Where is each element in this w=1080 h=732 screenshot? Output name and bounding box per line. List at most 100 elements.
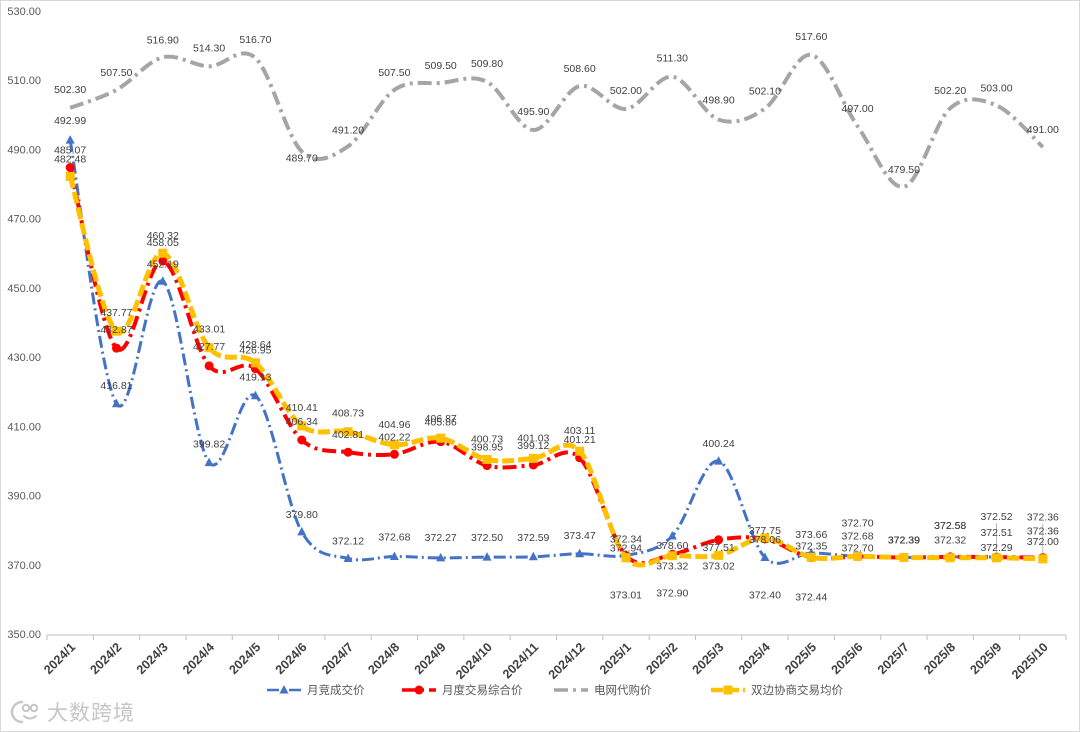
- x-tick-label: 2025/3: [690, 640, 727, 677]
- monthly-auction-data-label: 419.13: [239, 372, 271, 384]
- monthly-auction-data-label: 372.12: [332, 535, 364, 547]
- monthly-auction-data-label: 399.82: [193, 439, 225, 451]
- grid-purchase-data-label: 516.90: [147, 34, 179, 46]
- x-tick-label: 2025/10: [1009, 640, 1051, 682]
- bilateral-average-data-label: 372.39: [888, 535, 920, 547]
- monthly-composite-data-label: 372.35: [795, 541, 827, 553]
- bilateral-average-point: [806, 552, 816, 562]
- monthly-composite-point: [204, 361, 214, 371]
- monthly-auction-point: [389, 551, 399, 560]
- x-tick-label: 2024/7: [319, 640, 356, 677]
- legend-item-bilateral-average: 双边协商交易均价: [711, 683, 843, 697]
- monthly-composite-point: [297, 435, 307, 445]
- x-tick-label: 2025/1: [597, 640, 634, 677]
- monthly-auction-data-label: 372.52: [980, 511, 1012, 523]
- bilateral-average-data-label: 460.32: [147, 230, 179, 242]
- data-labels-layer: 492.99 416.81 452.19 399.82 419.13 379.80 372.…: [54, 31, 1059, 603]
- monthly-composite-data-label: 373.32: [656, 560, 688, 572]
- legend-swatch-marker: [723, 685, 733, 695]
- y-tick-label: 350.00: [7, 629, 41, 641]
- y-tick-label: 390.00: [7, 491, 41, 503]
- bilateral-average-data-label: 437.77: [100, 307, 132, 319]
- monthly-auction-data-label: 416.81: [100, 380, 132, 392]
- grid-purchase-data-label: 498.90: [703, 95, 735, 107]
- monthly-auction-data-label: 372.40: [749, 589, 781, 601]
- bilateral-average-point: [297, 421, 307, 431]
- grid-purchase-data-label: 491.00: [1027, 124, 1059, 136]
- bilateral-average-point: [250, 358, 260, 368]
- bilateral-average-data-label: 400.73: [471, 433, 503, 445]
- monthly-composite-data-label: 401.21: [564, 434, 596, 446]
- monthly-auction-line: [68, 139, 1043, 565]
- grid-purchase-data-label: 503.00: [980, 82, 1012, 94]
- grid-purchase-data-label: 511.30: [657, 53, 688, 65]
- x-tick-label: 2025/2: [643, 640, 680, 677]
- grid-purchase-data-label: 517.60: [795, 31, 827, 43]
- legend-swatch-marker: [279, 685, 289, 694]
- bilateral-average-line: [67, 175, 1043, 568]
- monthly-composite-data-label: 485.07: [54, 145, 86, 157]
- bilateral-average-data-label: 408.73: [332, 408, 364, 420]
- monthly-auction-data-label: 372.58: [934, 520, 966, 532]
- legend-label: 月度交易综合价: [442, 683, 523, 697]
- grid-purchase-data-label: 507.50: [378, 67, 410, 79]
- grid-purchase-data-label: 507.50: [100, 67, 132, 79]
- bilateral-average-point: [575, 446, 585, 456]
- monthly-auction-data-label: 372.39: [888, 535, 920, 547]
- bilateral-average-data-label: 403.11: [564, 425, 595, 437]
- x-tick-label: 2024/6: [273, 640, 310, 677]
- bilateral-average-data-label: 404.96: [378, 419, 410, 431]
- monthly-auction-data-label: 372.36: [1027, 512, 1059, 524]
- legend-item-monthly-auction: 月竞成交价: [267, 683, 365, 697]
- y-tick-label: 410.00: [7, 421, 41, 433]
- monthly-composite-data-label: 399.12: [517, 440, 549, 452]
- monthly-auction-point: [575, 548, 585, 558]
- x-tick-label: 2025/7: [875, 640, 912, 677]
- grid-purchase-data-label: 497.00: [842, 103, 874, 115]
- y-tick-label: 530.00: [7, 6, 41, 18]
- monthly-auction-data-label: 372.59: [517, 532, 549, 544]
- bilateral-average-data-label: 372.32: [934, 535, 966, 547]
- bilateral-average-series: [65, 171, 1048, 568]
- bilateral-average-data-label: 401.03: [517, 432, 549, 444]
- x-tick-label: 2024/5: [226, 640, 263, 677]
- monthly-composite-data-label: 426.95: [239, 345, 271, 357]
- y-tick-label: 510.00: [7, 75, 41, 87]
- monthly-composite-point: [343, 447, 353, 457]
- bilateral-average-point: [482, 454, 492, 464]
- legend: 月竞成交价 月度交易综合价 电网代购价 双边协商交易均价: [267, 683, 843, 697]
- monthly-composite-line: [68, 167, 1043, 565]
- y-tick-label: 430.00: [7, 352, 41, 364]
- x-tick-label: 2024/8: [365, 640, 402, 677]
- monthly-composite-data-label: 377.51: [703, 542, 735, 554]
- monthly-composite-data-label: 427.77: [193, 341, 225, 353]
- monthly-auction-data-label: 492.99: [54, 115, 86, 127]
- bilateral-average-data-label: 372.00: [1027, 536, 1059, 548]
- monthly-composite-point: [65, 163, 75, 173]
- grid-purchase-data-label: 479.50: [888, 164, 920, 176]
- monthly-auction-data-label: 378.60: [656, 540, 688, 552]
- monthly-auction-data-label: 452.19: [147, 258, 179, 270]
- bilateral-average-data-label: 373.02: [703, 560, 735, 572]
- x-tick-label: 2025/8: [921, 640, 958, 677]
- monthly-composite-point: [158, 256, 168, 266]
- bilateral-average-point: [436, 433, 446, 443]
- bilateral-average-point: [945, 553, 955, 563]
- bilateral-average-data-label: 428.64: [239, 339, 271, 351]
- bilateral-average-point: [528, 453, 538, 463]
- bilateral-average-point: [389, 440, 399, 450]
- x-tick-label: 2025/5: [782, 640, 819, 677]
- monthly-auction-point: [528, 551, 538, 561]
- monthly-auction-data-label: 372.27: [425, 532, 457, 544]
- x-tick-label: 2025/6: [829, 640, 866, 677]
- monthly-composite-data-label: 432.87: [100, 324, 132, 336]
- watermark: 大数跨境: [9, 697, 135, 727]
- monthly-composite-data-label: 372.51: [980, 527, 1012, 539]
- bilateral-average-point: [111, 326, 121, 336]
- monthly-composite-data-label: 402.22: [378, 431, 410, 443]
- x-tick-label: 2024/9: [412, 640, 449, 677]
- monthly-auction-data-label: 373.01: [610, 589, 642, 601]
- monthly-auction-point: [65, 135, 75, 144]
- monthly-auction-data-label: 372.70: [842, 517, 874, 529]
